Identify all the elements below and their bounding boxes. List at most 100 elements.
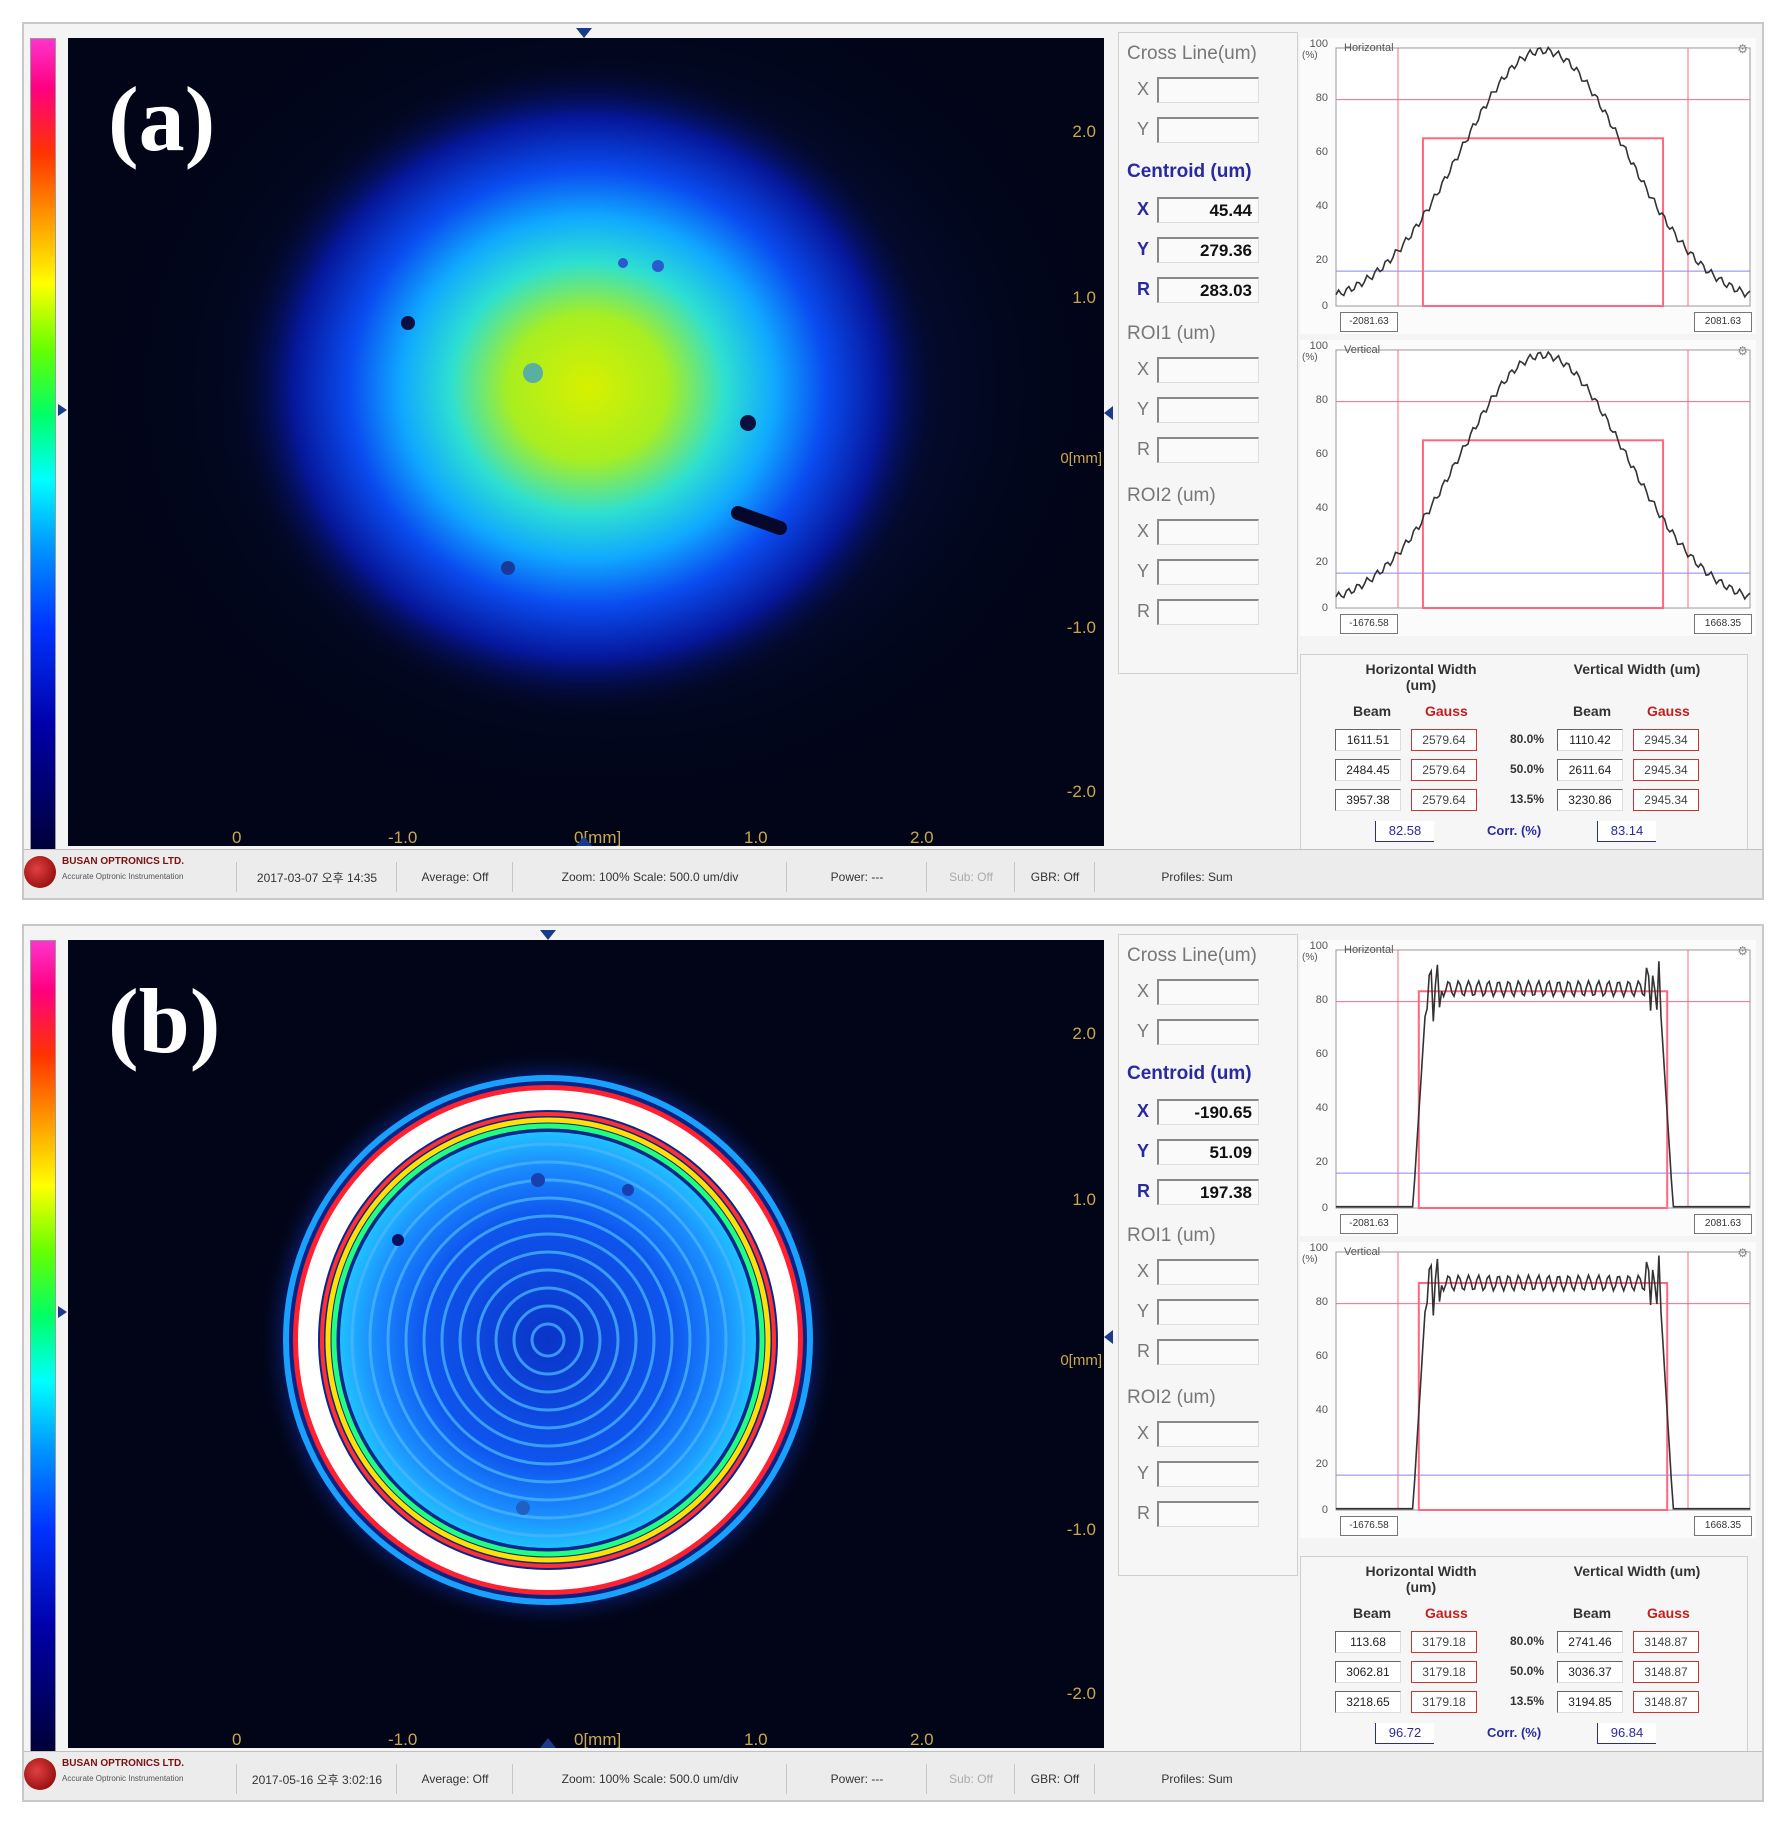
cross-line-y-field[interactable] xyxy=(1157,1019,1259,1045)
logo-name: BUSAN OPTRONICS LTD. xyxy=(62,1758,185,1769)
roi1-y-field[interactable] xyxy=(1157,397,1259,423)
h-beam-width: 2484.45 xyxy=(1335,759,1401,781)
settings-icon[interactable]: ⚙ xyxy=(1737,944,1748,958)
cross-line-x-field[interactable] xyxy=(1157,979,1259,1005)
x-range-right: 2081.63 xyxy=(1694,1214,1752,1234)
x-tick-label: 1.0 xyxy=(744,1730,768,1748)
y-tick-label: 80 xyxy=(1315,994,1328,1006)
subtract-status[interactable]: Sub: Off xyxy=(926,862,1015,892)
y-tick-label: 40 xyxy=(1315,502,1328,514)
y-tick-label: 0 xyxy=(1321,1504,1328,1516)
clip-level: 13.5% xyxy=(1509,792,1545,806)
h-beam-width: 3218.65 xyxy=(1335,1691,1401,1713)
correlation-label: Corr. (%) xyxy=(1487,1725,1542,1740)
roi2-x-field[interactable] xyxy=(1157,1421,1259,1447)
y-tick-label: 0 xyxy=(1321,1202,1328,1214)
zoom-scale-status[interactable]: Zoom: 100% Scale: 500.0 um/div xyxy=(512,862,787,892)
centroid-x-field[interactable]: 45.44 xyxy=(1157,197,1259,223)
centroid-x-field[interactable]: -190.65 xyxy=(1157,1099,1259,1125)
roi2-y-field[interactable] xyxy=(1157,559,1259,585)
beam-profile-curve xyxy=(1335,46,1751,299)
settings-icon[interactable]: ⚙ xyxy=(1737,344,1748,358)
centroid-r-label: R xyxy=(1137,1181,1150,1201)
roi2-r-field[interactable] xyxy=(1157,1501,1259,1527)
beam-image-view[interactable]: (a) 2.0 1.0 0[mm] -1.0 -2.0 0 -1.0 0[mm]… xyxy=(68,38,1104,846)
horizontal-profile-graph[interactable]: (%) 100 80 60 40 20 0 Horizontal ⚙ -2081… xyxy=(1300,38,1756,334)
x-range-left: -2081.63 xyxy=(1340,1214,1398,1234)
centroid-r-field[interactable]: 283.03 xyxy=(1157,277,1259,303)
roi1-x-field[interactable] xyxy=(1157,357,1259,383)
y-tick-label: 40 xyxy=(1315,1404,1328,1416)
roi1-r-field[interactable] xyxy=(1157,437,1259,463)
x-range-left: -2081.63 xyxy=(1340,312,1398,332)
y-tick-label: 2.0 xyxy=(1072,1024,1096,1043)
roi2-y-field[interactable] xyxy=(1157,1461,1259,1487)
y-tick-label: 1.0 xyxy=(1072,288,1096,307)
horizontal-width-header: Horizontal Width (um) xyxy=(1365,1563,1477,1595)
x-cursor-marker[interactable] xyxy=(576,836,592,846)
average-status[interactable]: Average: Off xyxy=(396,1764,513,1794)
h-gauss-width: 2579.64 xyxy=(1411,759,1477,781)
y-cursor-marker[interactable] xyxy=(1104,1330,1113,1344)
x-cursor-marker[interactable] xyxy=(576,28,592,38)
v-beam-width: 3230.86 xyxy=(1557,789,1623,811)
gauss-fit-box xyxy=(1417,1281,1669,1511)
beam-image-view[interactable]: (b) 2.0 1.0 0[mm] -1.0 -2.0 0 -1.0 0[mm]… xyxy=(68,940,1104,1748)
zoom-scale-status[interactable]: Zoom: 100% Scale: 500.0 um/div xyxy=(512,1764,787,1794)
roi1-x-label: X xyxy=(1137,1261,1150,1281)
centroid-y-field[interactable]: 279.36 xyxy=(1157,237,1259,263)
company-logo: BUSAN OPTRONICS LTD. Accurate Optronic I… xyxy=(24,846,234,896)
h-beam-width: 113.68 xyxy=(1335,1631,1401,1653)
roi2-r-field[interactable] xyxy=(1157,599,1259,625)
x-cursor-marker[interactable] xyxy=(540,930,556,940)
x-range-left: -1676.58 xyxy=(1340,1516,1398,1536)
gbr-status[interactable]: GBR: Off xyxy=(1014,862,1095,892)
y-tick-label: 100 xyxy=(1309,340,1328,352)
roi1-y-field[interactable] xyxy=(1157,1299,1259,1325)
h-beam-width: 3062.81 xyxy=(1335,1661,1401,1683)
beam-column-label: Beam xyxy=(1573,703,1612,719)
y-tick-label: 20 xyxy=(1315,1156,1328,1168)
correlation-label: Corr. (%) xyxy=(1487,823,1542,838)
colorbar-marker[interactable] xyxy=(58,1306,67,1318)
cross-line-x-field[interactable] xyxy=(1157,77,1259,103)
roi1-r-field[interactable] xyxy=(1157,1339,1259,1365)
power-status: Power: --- xyxy=(786,1764,927,1794)
gauss-column-label: Gauss xyxy=(1425,703,1468,719)
vertical-profile-graph[interactable]: (%) 100 80 60 40 20 0 Vertical ⚙ -1676.5… xyxy=(1300,340,1756,636)
logo-tagline: Accurate Optronic Instrumentation xyxy=(62,1774,184,1783)
average-status[interactable]: Average: Off xyxy=(396,862,513,892)
colorbar-marker[interactable] xyxy=(58,404,67,416)
centroid-y-field[interactable]: 51.09 xyxy=(1157,1139,1259,1165)
x-cursor-marker[interactable] xyxy=(540,1738,556,1748)
graph-title: Horizontal xyxy=(1344,944,1394,956)
gbr-status[interactable]: GBR: Off xyxy=(1014,1764,1095,1794)
x-axis-unit: 0[mm] xyxy=(574,1730,622,1748)
profiles-status[interactable]: Profiles: Sum xyxy=(1094,1764,1299,1794)
cross-line-y-field[interactable] xyxy=(1157,117,1259,143)
roi1-x-field[interactable] xyxy=(1157,1259,1259,1285)
colormap-scale xyxy=(30,38,56,856)
roi2-x-field[interactable] xyxy=(1157,519,1259,545)
plot-frame xyxy=(1335,1251,1751,1511)
centroid-title: Centroid (um) xyxy=(1127,161,1252,182)
y-cursor-marker[interactable] xyxy=(1104,406,1113,420)
centroid-r-field[interactable]: 197.38 xyxy=(1157,1179,1259,1205)
settings-icon[interactable]: ⚙ xyxy=(1737,1246,1748,1260)
x-range-right: 1668.35 xyxy=(1694,614,1752,634)
settings-icon[interactable]: ⚙ xyxy=(1737,42,1748,56)
vertical-profile-graph[interactable]: (%) 100 80 60 40 20 0 Vertical ⚙ -1676.5… xyxy=(1300,1242,1756,1538)
measurement-column: Cross Line(um) X Y Centroid (um) X -190.… xyxy=(1118,934,1298,1576)
panel-b: (b) 2.0 1.0 0[mm] -1.0 -2.0 0 -1.0 0[mm]… xyxy=(22,924,1764,1802)
centroid-y-label: Y xyxy=(1137,239,1150,259)
x-tick-label: 2.0 xyxy=(910,1730,934,1748)
y-tick-label: 100 xyxy=(1309,940,1328,952)
profiles-status[interactable]: Profiles: Sum xyxy=(1094,862,1299,892)
cross-line-x-label: X xyxy=(1137,79,1150,99)
beam-width-table: Horizontal Width (um) Vertical Width (um… xyxy=(1300,654,1748,872)
y-tick-label: 2.0 xyxy=(1072,122,1096,141)
gauss-column-label: Gauss xyxy=(1425,1605,1468,1621)
horizontal-profile-graph[interactable]: (%) 100 80 60 40 20 0 Horizontal ⚙ -2081… xyxy=(1300,940,1756,1236)
subtract-status[interactable]: Sub: Off xyxy=(926,1764,1015,1794)
h-gauss-correlation: 82.58 xyxy=(1375,821,1434,842)
